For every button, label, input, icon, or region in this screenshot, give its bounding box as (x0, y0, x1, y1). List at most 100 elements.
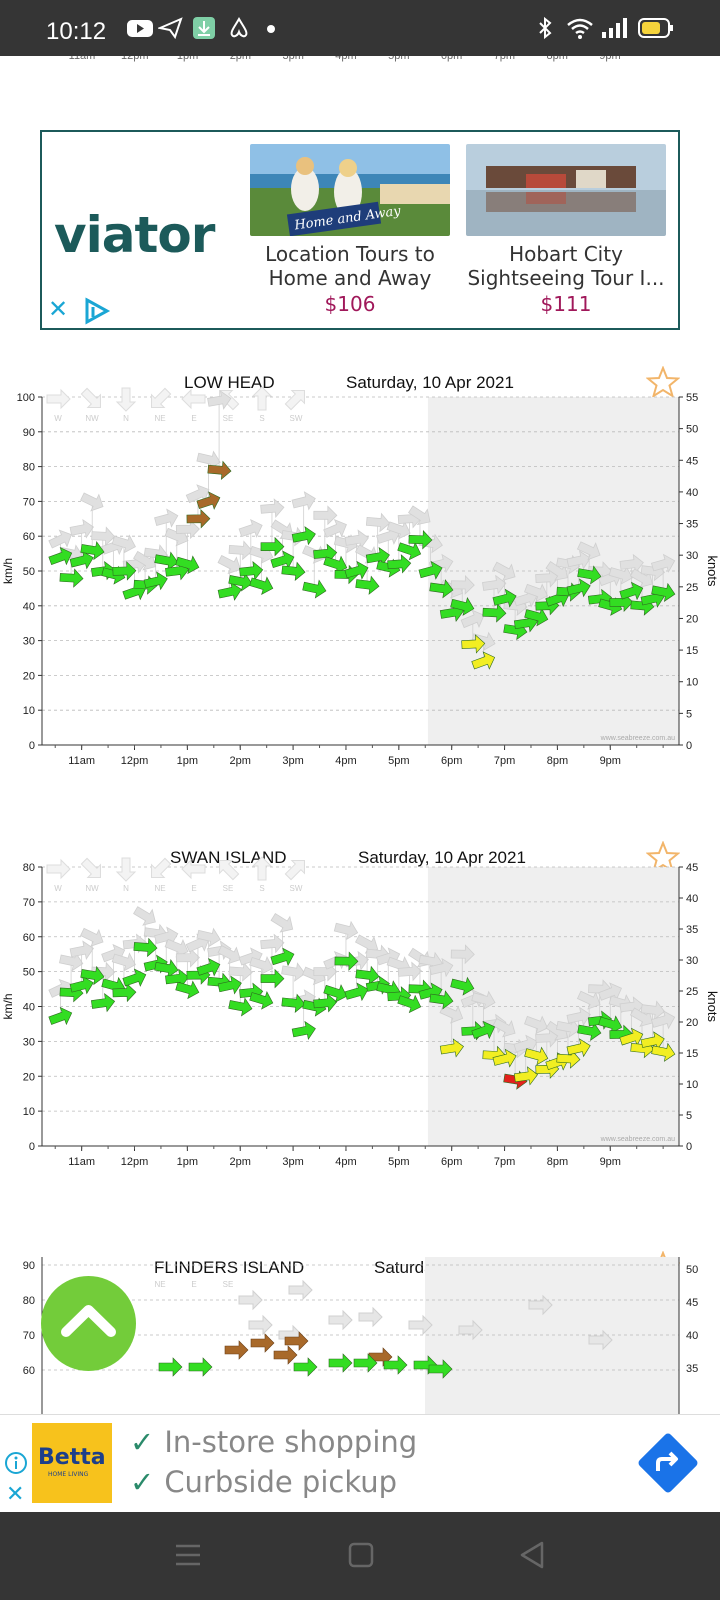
y-tick-label: 20 (23, 1071, 35, 1083)
direction-legend-label: SW (290, 884, 303, 893)
wind-arrow (122, 968, 147, 987)
airbnb-icon (230, 16, 248, 38)
wind-arrow (450, 976, 475, 996)
direction-legend-label: SE (223, 1280, 234, 1289)
wind-arrow (492, 1048, 517, 1068)
back-icon[interactable] (518, 1540, 546, 1570)
wind-arrow (228, 572, 253, 592)
y2-tick-label: 40 (686, 893, 698, 905)
x-tick-label: 5pm (388, 755, 409, 767)
chart-station-name: LOW HEAD (184, 373, 275, 392)
clipped-tick-label: 1pm (177, 56, 198, 62)
ad-card-hobart[interactable]: Hobart City Sightseeing Tour I... $111 (466, 144, 666, 316)
direction-legend-arrow (284, 860, 305, 881)
y2-tick-label: 30 (686, 955, 698, 967)
gust-arrow (281, 962, 306, 982)
y2-tick-label: 20 (686, 1017, 698, 1029)
chart-plot: 60 70 80 90 35 40 45 50 NE E SE (23, 1257, 698, 1415)
wind-arrow (619, 1027, 644, 1047)
y-tick-label: 80 (23, 462, 35, 474)
home-square-icon[interactable] (348, 1542, 374, 1568)
wind-arrow (482, 603, 507, 623)
ad-close-icon[interactable]: ✕ (6, 1481, 25, 1506)
wind-arrow (313, 543, 338, 564)
gust-arrow (598, 982, 623, 1001)
y2-tick-label: 15 (686, 645, 698, 657)
gust-arrow (69, 940, 94, 960)
ad-card-title-line2: Home and Away (268, 266, 432, 290)
betta-ad[interactable]: ✕ Betta HOME LIVING ✓ In-store shopping ✓… (0, 1414, 720, 1512)
wind-arrow (158, 1357, 183, 1377)
y-tick-label: 60 (23, 1365, 35, 1377)
wind-arrow (154, 551, 179, 571)
gust-arrow (228, 540, 253, 561)
gust-arrow (91, 526, 116, 547)
gust-arrow (629, 1007, 653, 1027)
favorite-star-icon[interactable] (646, 841, 680, 873)
chart-flinders-island: FLINDERS ISLAND Saturday, 10 Apr 2021 60… (0, 1245, 720, 1415)
adchoices-icon[interactable] (82, 296, 112, 326)
y-tick-label: 20 (23, 670, 35, 682)
ad-card-home-away[interactable]: Home and Away Location Tours to Home and… (250, 144, 450, 316)
y-tick-label: 0 (29, 1141, 35, 1153)
wind-arrow (355, 965, 380, 986)
x-tick-label: 7pm (494, 1156, 515, 1168)
wind-arrow (80, 540, 105, 561)
direction-legend-label: S (259, 414, 264, 423)
favorite-star-icon[interactable] (646, 366, 680, 398)
y2-axis-label: knots (705, 555, 720, 587)
x-tick-label: 2pm (230, 1156, 251, 1168)
gust-arrow (313, 505, 338, 526)
gust-arrow (460, 609, 485, 629)
y-tick-label: 0 (29, 740, 35, 752)
chart-plot: 0 10 20 30 40 50 60 70 80 90 100 0 5 10 15 20 25 30 35 40 45… (1, 386, 720, 767)
wind-arrow (239, 561, 264, 581)
wind-arrow (175, 980, 200, 1000)
wind-arrow (566, 1038, 591, 1058)
chart-plot: 0 10 20 30 40 50 60 70 80 0 5 10 15 20 25 30 35 40 45 11am 1… (1, 856, 720, 1168)
wind-arrow (619, 581, 644, 601)
y-tick-label: 90 (23, 1260, 35, 1272)
y2-tick-label: 10 (686, 1079, 698, 1091)
ad-info-icon[interactable] (4, 1451, 28, 1475)
direction-legend-arrow (46, 858, 71, 880)
wind-arrow (80, 965, 105, 986)
gust-arrow (217, 945, 241, 965)
x-tick-label: 2pm (230, 755, 251, 767)
y-tick-label: 80 (23, 862, 35, 874)
gust-arrow (545, 560, 568, 581)
y2-tick-label: 40 (686, 487, 698, 499)
gust-arrow (492, 561, 516, 581)
wind-arrow (461, 634, 486, 654)
wind-arrow (291, 1020, 316, 1040)
wind-arrow (69, 550, 94, 570)
direction-legend-arrow (251, 386, 273, 411)
wind-arrow (429, 579, 454, 599)
wind-arrow (260, 968, 285, 989)
viator-ad[interactable]: viator Home and Away Location Tours to H… (40, 130, 680, 330)
wind-arrow (418, 560, 443, 580)
gust-arrow (133, 906, 156, 926)
wind-arrow (69, 975, 94, 995)
scroll-to-top-button[interactable] (41, 1276, 136, 1371)
y-tick-label: 70 (23, 496, 35, 508)
x-tick-label: 7pm (494, 755, 515, 767)
directions-icon[interactable] (636, 1431, 700, 1495)
y2-tick-label: 25 (686, 986, 698, 998)
wind-arrow (334, 951, 359, 971)
direction-legend-arrow (115, 387, 137, 412)
check-icon: ✓ (130, 1425, 155, 1459)
wind-arrow (566, 578, 591, 598)
wind-arrow (344, 560, 369, 580)
x-tick-label: 9pm (600, 755, 621, 767)
wind-arrow (154, 959, 179, 979)
menu-icon[interactable] (174, 1542, 202, 1568)
x-tick-label: 6pm (441, 1156, 462, 1168)
y2-tick-label: 20 (686, 613, 698, 625)
gust-arrow (576, 541, 601, 561)
ad-card-price: $111 (540, 292, 592, 316)
ad-close-icon[interactable]: ✕ (48, 296, 69, 323)
wind-arrow (651, 1042, 676, 1062)
gust-arrow (450, 575, 475, 595)
direction-legend-label: NW (85, 414, 99, 423)
